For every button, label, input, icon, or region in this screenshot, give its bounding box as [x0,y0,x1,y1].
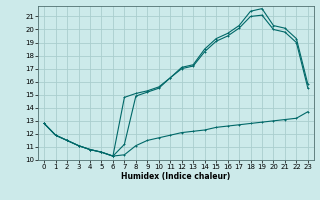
X-axis label: Humidex (Indice chaleur): Humidex (Indice chaleur) [121,172,231,181]
